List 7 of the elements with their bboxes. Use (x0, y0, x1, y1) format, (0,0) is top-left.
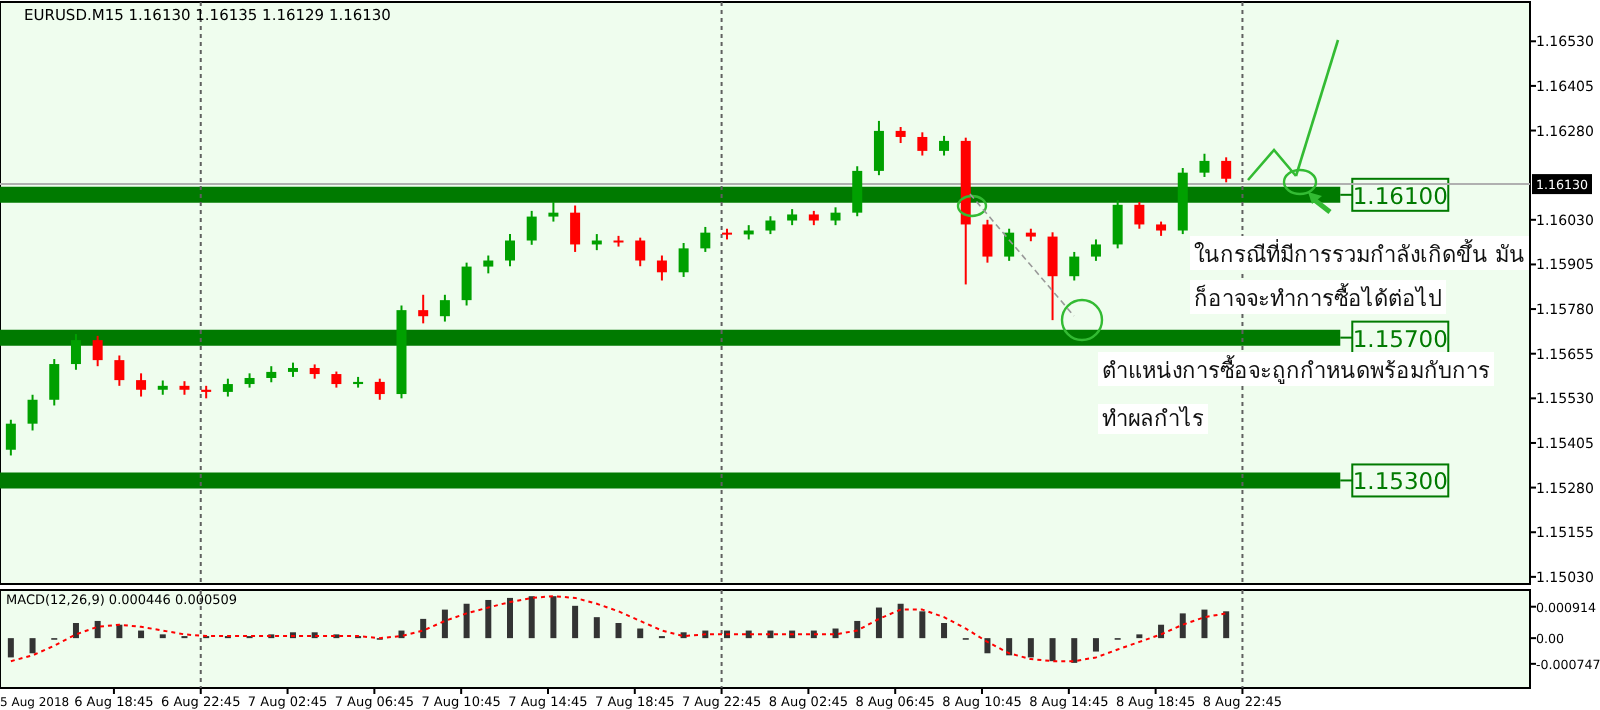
ref-line-label: 1.16100 (1352, 181, 1448, 210)
ref-line-label: 1.15700 (1352, 324, 1448, 353)
annotation: ตำแหน่งการซื้อจะถูกกำหนดพร้อมกับการ (1102, 354, 1490, 384)
annotation: ทำผลกำไร (1102, 406, 1204, 432)
annotation: ในกรณีที่มีการรวมกำลังเกิดขึ้น มัน (1194, 238, 1525, 268)
annotation: ก็อาจจะทำการซื้อได้ต่อไป (1194, 282, 1442, 312)
ref-line-label: 1.15300 (1352, 467, 1448, 496)
